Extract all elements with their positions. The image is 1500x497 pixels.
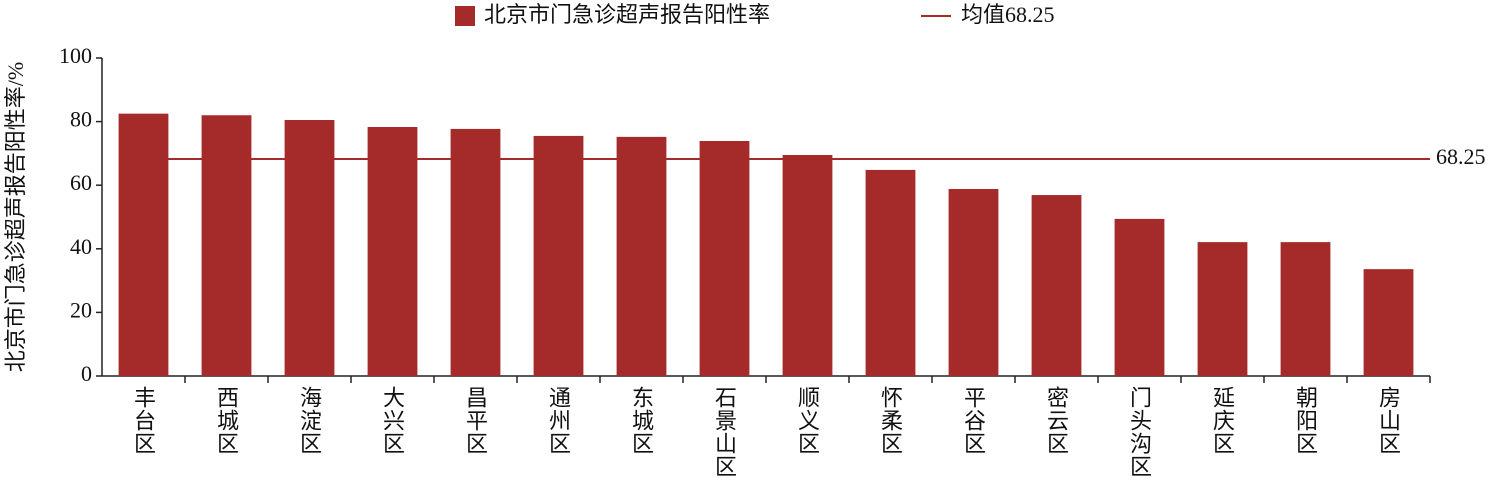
legend-swatch — [455, 6, 475, 26]
x-tick-label: 密云区 — [1044, 386, 1069, 455]
x-tick-label: 东城区 — [629, 386, 654, 455]
x-tick-label: 朝阳区 — [1293, 386, 1318, 455]
x-tick-label: 延庆区 — [1210, 386, 1235, 455]
bar — [1363, 269, 1414, 376]
x-tick-label: 石景山区 — [712, 386, 737, 478]
bar — [782, 154, 833, 376]
bar — [1197, 242, 1248, 376]
x-tick-label: 房山区 — [1376, 386, 1401, 455]
x-tick-label: 海淀区 — [297, 386, 322, 455]
bar — [1280, 242, 1331, 376]
y-tick-label: 80 — [70, 107, 92, 132]
x-tick-label: 顺义区 — [795, 386, 820, 455]
x-tick-label: 通州区 — [546, 386, 571, 455]
bar — [201, 115, 252, 377]
y-tick-label: 100 — [59, 43, 92, 68]
bar — [865, 169, 916, 376]
y-axis-label: 北京市门急诊超声报告阳性率/% — [3, 62, 28, 372]
bar — [948, 189, 999, 376]
y-tick-label: 20 — [70, 297, 92, 322]
x-tick-label: 怀柔区 — [878, 386, 903, 455]
x-tick-label: 平谷区 — [961, 386, 986, 455]
x-tick-label: 门头沟区 — [1127, 386, 1152, 478]
x-tick-label: 昌平区 — [463, 386, 488, 455]
y-tick-label: 40 — [70, 234, 92, 259]
bar — [450, 128, 501, 376]
bar — [284, 120, 335, 376]
bar — [118, 113, 169, 377]
bar — [616, 136, 667, 376]
bar — [367, 127, 418, 376]
x-tick-label: 大兴区 — [380, 386, 405, 455]
reference-label: 68.25 — [1436, 144, 1486, 169]
y-tick-label: 60 — [70, 170, 92, 195]
bar — [1031, 195, 1082, 376]
legend-label: 均值68.25 — [961, 2, 1055, 27]
legend-label: 北京市门急诊超声报告阳性率 — [484, 2, 770, 27]
bar — [533, 135, 584, 376]
bar — [699, 140, 750, 376]
x-tick-label: 丰台区 — [131, 386, 156, 455]
x-tick-label: 西城区 — [214, 386, 239, 455]
y-tick-label: 0 — [81, 361, 92, 386]
bar — [1114, 218, 1165, 376]
